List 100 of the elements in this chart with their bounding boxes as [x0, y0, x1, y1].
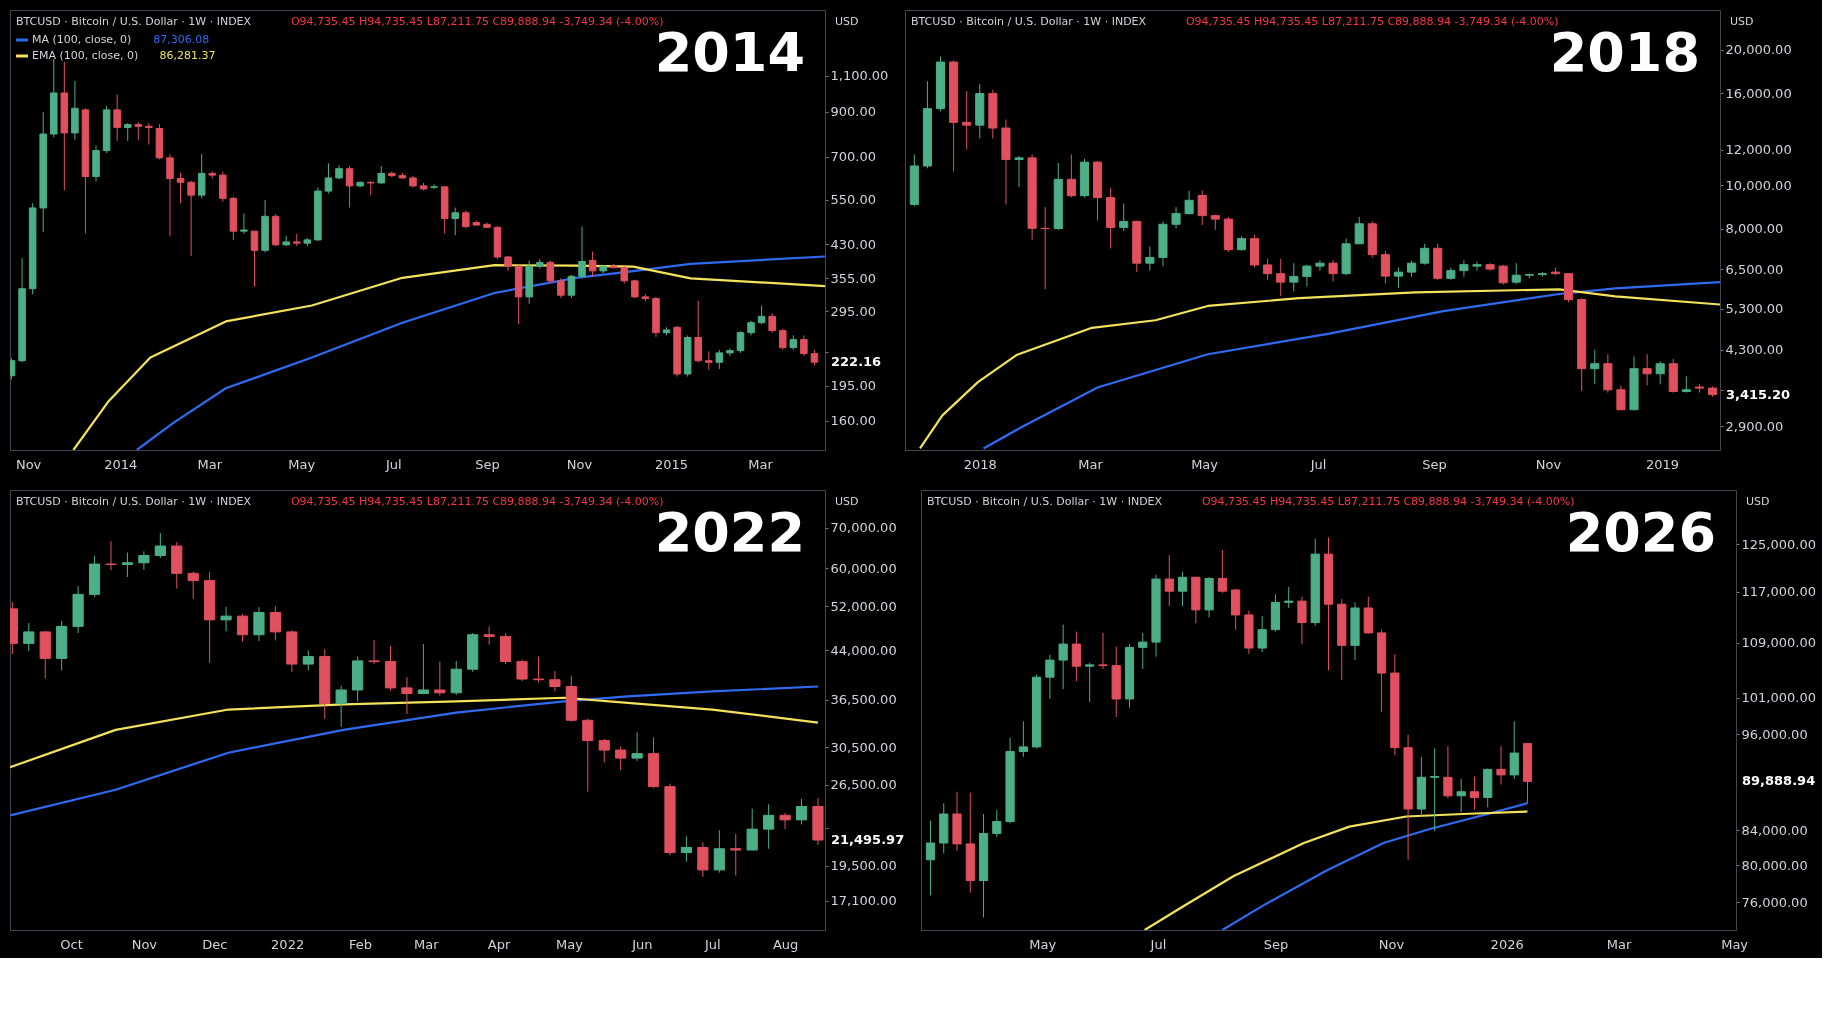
chart-subtitle: BTCUSD · Bitcoin / U.S. Dollar · 1W · INDEX	[911, 15, 1147, 28]
candlestick	[1119, 202, 1129, 232]
annotation: 86,281.37	[159, 49, 216, 62]
candlestick	[694, 300, 702, 363]
candlestick	[1328, 259, 1338, 282]
y-tick-label: 80,000.00	[1741, 857, 1808, 873]
x-tick-label: May	[1029, 936, 1057, 952]
candlestick	[705, 350, 713, 371]
x-tick-label: Nov	[131, 936, 158, 952]
annotation: O94,735.45 H94,735.45 L87,211.75 C89,888.94 -3,749.34 (-4.00%)	[290, 495, 664, 508]
y-tick-label: 160.00	[830, 413, 876, 429]
candlestick	[1040, 206, 1050, 290]
x-tick-label: Jun	[631, 936, 653, 952]
x-tick-label: Mar	[748, 456, 774, 472]
candlestick	[1380, 250, 1390, 284]
chart-subtitle: BTCUSD · Bitcoin / U.S. Dollar · 1W · INDEX	[927, 495, 1163, 508]
y-tick-label: 195.00	[830, 378, 876, 394]
candlestick	[166, 153, 174, 237]
y-tick-label: 5,300.00	[1725, 301, 1784, 317]
candlestick	[631, 731, 643, 762]
x-tick-label: Mar	[1606, 936, 1632, 952]
candlestick	[1655, 360, 1665, 385]
y-tick-label: 117,000.00	[1741, 584, 1816, 600]
candlestick	[768, 312, 776, 334]
annotation: 87,306.08	[153, 33, 210, 46]
text: 21,495.97	[831, 832, 905, 848]
candlestick	[250, 230, 259, 288]
candlestick	[1509, 720, 1519, 780]
candlestick	[1276, 258, 1286, 297]
x-tick-label: May	[288, 456, 316, 472]
candlestick	[1263, 258, 1273, 281]
y-tick-label: 60,000.00	[830, 560, 897, 576]
candlestick	[401, 676, 413, 715]
x-tick-label: 2026	[1490, 936, 1524, 952]
x-tick-label: May	[1191, 456, 1219, 472]
x-tick-label: Sep	[1263, 936, 1289, 952]
y-tick-label: 36,500.00	[830, 692, 897, 708]
y-tick-label: 84,000.00	[1741, 822, 1808, 838]
x-tick-label: Mar	[197, 456, 223, 472]
x-tick-label: Nov	[1378, 936, 1405, 952]
y-tick-label: 17,100.00	[830, 893, 897, 909]
y-tick-label: 8,000.00	[1725, 221, 1784, 237]
candlestick	[176, 172, 185, 204]
candlestick	[220, 606, 232, 632]
x-tick-label: 2019	[1646, 456, 1680, 472]
y-tick-label: 430.00	[830, 236, 876, 252]
candlestick	[726, 347, 734, 357]
candlestick	[1197, 190, 1207, 226]
candlestick	[1496, 745, 1506, 785]
candlestick	[736, 330, 745, 354]
y-tick-label: 52,000.00	[830, 598, 897, 614]
candlestick	[1066, 153, 1076, 199]
y-tick-label: 30,500.00	[830, 739, 897, 755]
candlestick	[1164, 554, 1174, 607]
y-axis-title: USD	[1730, 15, 1754, 28]
candlestick	[516, 659, 528, 682]
candlestick	[992, 809, 1002, 838]
candlestick	[1071, 631, 1082, 682]
candlestick	[680, 835, 693, 863]
annotation: O94,735.45 H94,735.45 L87,211.75 C89,888.94 -3,749.34 (-4.00%)	[290, 15, 664, 28]
candlestick	[1171, 206, 1181, 230]
candlestick	[197, 153, 206, 199]
candlestick	[154, 532, 166, 559]
x-tick-label: Feb	[348, 936, 372, 952]
candlestick	[715, 349, 724, 370]
candlestick	[1284, 586, 1294, 609]
legend-label: MA (100, close, 0)	[32, 33, 132, 46]
candlestick	[757, 304, 766, 325]
x-tick-label: Dec	[202, 936, 228, 952]
candlestick	[1289, 262, 1299, 292]
candlestick	[1098, 632, 1108, 670]
y-tick-label: 125,000.00	[1741, 536, 1816, 552]
candlestick	[1045, 654, 1055, 700]
candlestick	[145, 122, 153, 145]
candlestick	[1085, 662, 1095, 703]
candlestick	[269, 605, 281, 641]
candlestick	[240, 212, 248, 235]
text: 89,888.94	[1742, 773, 1816, 789]
candlestick	[23, 622, 35, 652]
candlestick	[962, 90, 972, 151]
candlestick	[1456, 778, 1466, 813]
y-tick-label: 2,900.00	[1725, 418, 1784, 434]
candlestick	[1469, 775, 1480, 811]
text: BTCUSD · Bitcoin / U.S. Dollar · 1W · INDEX	[16, 495, 252, 508]
x-tick-label: Nov	[15, 456, 42, 472]
y-tick-label: 70,000.00	[830, 520, 897, 536]
y-tick-label: 355.00	[830, 270, 876, 286]
candlestick	[345, 165, 354, 209]
candlestick	[1145, 245, 1155, 272]
candlestick	[1459, 259, 1469, 278]
candlestick	[598, 738, 610, 764]
candlestick	[713, 829, 725, 874]
chart-subtitle: BTCUSD · Bitcoin / U.S. Dollar · 1W · INDEX	[16, 15, 252, 28]
x-tick-label: May	[556, 936, 584, 952]
candlestick	[302, 649, 314, 671]
y-axis-title: USD	[835, 495, 859, 508]
candlestick	[138, 550, 150, 571]
candlestick	[1443, 745, 1453, 799]
candlestick	[1354, 216, 1364, 245]
x-tick-label: Aug	[772, 936, 799, 952]
